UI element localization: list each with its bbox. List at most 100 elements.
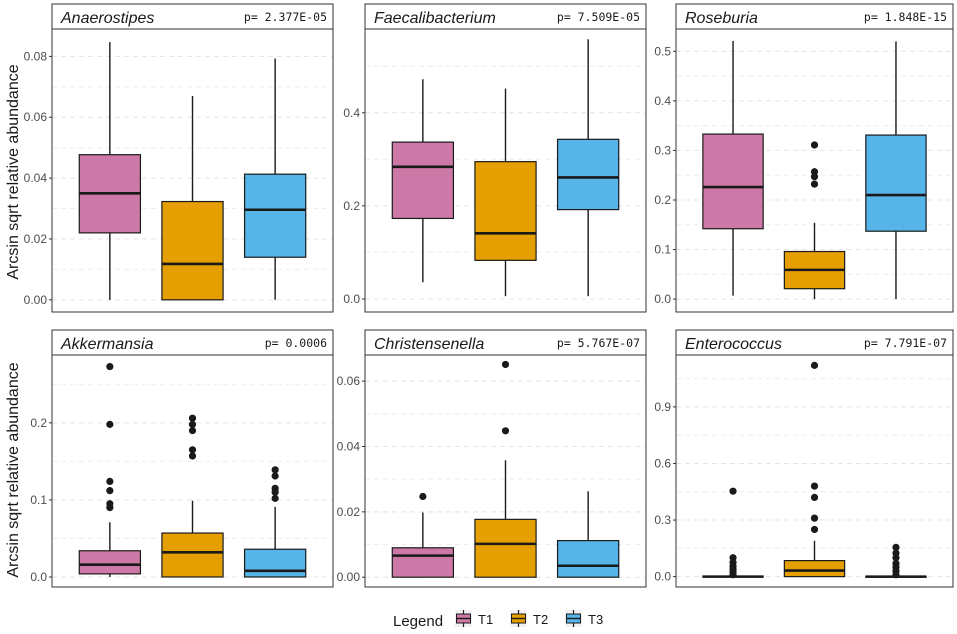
box-t1	[78, 362, 142, 577]
legend-label: T2	[533, 612, 548, 627]
panel-border	[675, 28, 954, 313]
box-iqr	[702, 133, 764, 230]
panel-title: Akkermansia	[60, 336, 154, 353]
outlier-point	[810, 482, 819, 490]
box-iqr	[783, 559, 846, 578]
y-tick-label: 0.06	[24, 110, 48, 124]
y-tick-label: 0.02	[24, 232, 48, 246]
box-t1	[391, 492, 455, 578]
outlier-point	[892, 549, 900, 557]
box-iqr	[161, 532, 224, 578]
y-tick-label: 0.6	[654, 456, 671, 470]
outlier-point	[729, 487, 737, 495]
panel-border	[51, 28, 334, 313]
y-tick-label: 0.3	[654, 513, 671, 527]
outlier-point	[419, 492, 427, 501]
y-tick-label: 0.02	[337, 505, 361, 519]
outlier-point	[271, 472, 279, 480]
legend: Legend T1 T2 T3	[393, 610, 603, 630]
panel-title: Roseburia	[685, 10, 758, 27]
outlier-point	[501, 427, 510, 435]
y-tick-label: 0.1	[654, 243, 671, 257]
outlier-point	[810, 180, 819, 188]
panel-strip	[364, 3, 647, 30]
box-t3	[243, 58, 307, 300]
box-t1	[702, 487, 764, 579]
y-axis-title-top: Arcsin sqrt relative abundance	[5, 64, 22, 279]
box-t1	[702, 40, 764, 296]
box-iqr	[865, 134, 927, 232]
y-tick-label: 0.2	[343, 199, 360, 213]
panel-strip	[675, 3, 954, 30]
y-axis-title-bottom: Arcsin sqrt relative abundance	[5, 362, 22, 577]
outlier-point	[271, 466, 279, 474]
panel-border	[51, 354, 334, 588]
panel-p-value: p= 2.377E-05	[244, 10, 327, 24]
box-t3	[556, 39, 620, 297]
outlier-point	[810, 361, 819, 369]
y-tick-label: 0.5	[654, 44, 671, 58]
box-t1	[78, 42, 142, 300]
panel-title: Enterococcus	[685, 336, 782, 353]
y-tick-label: 0.4	[343, 106, 360, 120]
y-tick-label: 0.2	[654, 193, 671, 207]
outlier-point	[106, 487, 114, 495]
box-t2	[474, 360, 537, 578]
y-tick-label: 0.04	[24, 171, 48, 185]
box-iqr	[78, 550, 142, 575]
panel-enterococcus: Enterococcus p= 7.791E-07 0.0 0.3 0.6 0.9	[654, 329, 954, 588]
outlier-point	[188, 414, 197, 422]
outlier-point	[106, 477, 114, 486]
panel-roseburia: Roseburia p= 1.848E-15 0.0 0.1 0.2 0.3 0.4 0.5	[654, 3, 954, 313]
outlier-point	[501, 360, 510, 369]
panel-p-value: p= 0.0006	[265, 336, 327, 350]
legend-title: Legend	[393, 613, 443, 630]
box-iqr	[243, 173, 307, 258]
box-t3	[865, 41, 927, 300]
box-t2	[161, 95, 224, 301]
legend-key-t1: T1	[455, 610, 493, 627]
outlier-point	[810, 493, 819, 502]
legend-key-t2: T2	[510, 610, 548, 627]
outlier-point	[729, 554, 737, 562]
box-iqr	[243, 548, 307, 578]
box-iqr	[474, 161, 537, 261]
box-t2	[783, 361, 846, 578]
box-t2	[474, 88, 537, 297]
panel-grid: Anaerostipes p= 2.377E-05 0.00 0.02 0.04 0.06…	[24, 3, 954, 588]
panel-anaerostipes: Anaerostipes p= 2.377E-05 0.00 0.02 0.04 0.06…	[24, 3, 334, 313]
panel-title: Anaerostipes	[60, 10, 154, 27]
outlier-point	[106, 362, 114, 371]
outlier-point	[892, 559, 900, 568]
box-t1	[391, 79, 455, 283]
box-iqr	[556, 138, 620, 211]
legend-key-t3: T3	[565, 610, 603, 627]
box-iqr	[161, 200, 224, 301]
box-t3	[243, 466, 307, 578]
outlier-point	[106, 420, 114, 428]
outlier-point	[810, 141, 819, 149]
panel-faecalibacterium: Faecalibacterium p= 7.509E-05 0.0 0.2 0.4	[343, 3, 647, 313]
panel-border	[364, 354, 647, 588]
y-tick-label: 0.06	[337, 374, 361, 388]
y-tick-label: 0.04	[337, 439, 361, 453]
outlier-point	[810, 525, 819, 534]
panel-akkermansia: Akkermansia p= 0.0006 0.0 0.1 0.2	[30, 329, 334, 588]
y-tick-label: 0.0	[654, 570, 671, 584]
panel-title: Christensenella	[374, 336, 484, 353]
panel-p-value: p= 7.509E-05	[557, 10, 640, 24]
panel-p-value: p= 7.791E-07	[864, 336, 947, 350]
box-t2	[783, 141, 846, 300]
box-iqr	[474, 518, 537, 578]
box-t3	[865, 543, 927, 579]
y-tick-label: 0.4	[654, 94, 671, 108]
y-tick-label: 0.1	[30, 493, 47, 507]
y-tick-label: 0.0	[30, 570, 47, 584]
outlier-point	[810, 514, 819, 522]
y-tick-label: 0.0	[343, 292, 360, 306]
legend-label: T1	[478, 612, 493, 627]
outlier-point	[188, 452, 197, 460]
outlier-point	[892, 543, 900, 551]
box-iqr	[556, 539, 620, 578]
